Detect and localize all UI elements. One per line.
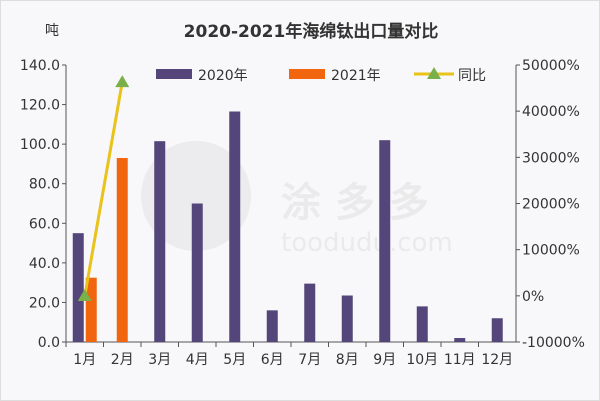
marker-yoy [115,75,130,88]
x-tick-label: 10月 [406,352,438,368]
y-tick-label: 0.0 [38,335,60,351]
bar-2020年 [491,318,503,342]
y-tick-label: 40.0 [29,256,60,272]
y2-tick-label: 20000% [522,197,580,213]
y2-tick-label: -10000% [522,335,585,351]
x-tick-label: 5月 [223,352,246,368]
line-yoy [83,81,124,297]
x-tick-label: 2月 [111,352,134,368]
y-tick-label: 100.0 [20,137,60,153]
y2-tick-label: 0% [522,289,544,305]
x-tick-label: 12月 [481,352,513,368]
x-tick-label: 9月 [373,352,396,368]
bar-2020年 [379,140,391,342]
bar-2020年 [191,203,203,342]
y-tick-label: 80.0 [29,177,60,193]
x-tick-label: 1月 [73,352,96,368]
y2-tick-label: 40000% [522,104,580,120]
marker-yoy [77,289,92,302]
bar-2020年 [154,141,166,342]
x-tick-label: 3月 [148,352,171,368]
chart-title: 2020-2021年海绵钛出口量对比 [184,21,439,42]
y-tick-label: 140.0 [20,58,60,74]
y-axis-label: 吨 [45,23,59,39]
bar-2020年 [341,295,353,342]
bar-2020年 [416,306,428,342]
legend-label: 同比 [458,68,486,84]
x-tick-label: 6月 [261,352,284,368]
bar-2021年 [85,277,97,342]
svg-text:涂 多 多: 涂 多 多 [281,180,429,226]
bar-2020年 [304,283,316,342]
bar-2020年 [229,111,241,342]
bar-2020年 [454,338,466,342]
legend-marker [427,67,441,79]
svg-text:toodudu.com: toodudu.com [281,228,453,258]
bar-2020年 [266,310,278,342]
y-tick-label: 120.0 [20,98,60,114]
y2-tick-label: 50000% [522,58,580,74]
legend-label: 2021年 [331,68,381,84]
legend-swatch [289,69,325,79]
x-tick-label: 8月 [336,352,359,368]
y2-tick-label: 30000% [522,150,580,166]
y-tick-label: 20.0 [29,295,60,311]
x-tick-label: 11月 [444,352,476,368]
legend-label: 2020年 [198,68,248,84]
watermark: 涂 多 多 toodudu.com [141,141,453,258]
y-tick-label: 60.0 [29,216,60,232]
bar-2020年 [72,233,84,342]
legend-swatch [156,69,192,79]
x-tick-label: 7月 [298,352,321,368]
x-tick-label: 4月 [186,352,209,368]
y2-tick-label: 10000% [522,243,580,259]
bar-2021年 [116,157,128,342]
